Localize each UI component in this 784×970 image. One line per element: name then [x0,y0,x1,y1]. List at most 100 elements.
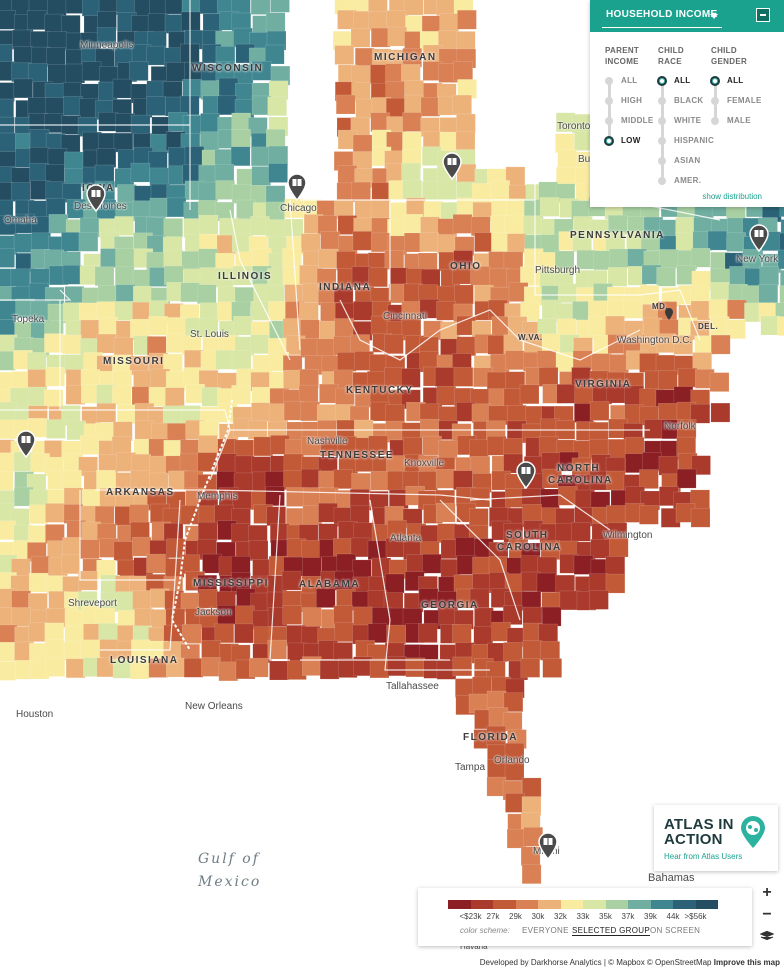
county-cell[interactable] [370,232,391,253]
county-cell[interactable] [519,384,540,405]
county-cell[interactable] [13,78,34,99]
county-cell[interactable] [639,505,659,525]
county-cell[interactable] [504,761,525,781]
county-cell[interactable] [452,94,472,115]
county-cell[interactable] [197,521,218,542]
county-cell[interactable] [384,334,404,354]
show-distribution-link[interactable]: show distribution [702,192,762,201]
county-cell[interactable] [111,385,132,406]
county-cell[interactable] [115,248,135,268]
county-cell[interactable] [505,350,525,370]
scheme-option-on-screen[interactable]: ON SCREEN [650,926,701,935]
county-cell[interactable] [94,266,115,286]
county-cell[interactable] [44,639,65,660]
county-cell[interactable] [760,315,781,336]
county-cell[interactable] [62,265,83,285]
county-cell[interactable] [31,555,51,576]
county-cell[interactable] [352,559,372,580]
county-cell[interactable] [507,233,527,253]
county-cell[interactable] [350,334,370,354]
county-cell[interactable] [609,354,629,374]
county-cell[interactable] [149,455,169,476]
county-cell[interactable] [231,350,252,370]
county-cell[interactable] [98,111,118,132]
county-cell[interactable] [556,166,576,187]
county-cell[interactable] [707,230,728,251]
county-cell[interactable] [334,45,355,65]
county-cell[interactable] [302,557,322,577]
county-cell[interactable] [316,338,337,359]
county-cell[interactable] [282,265,302,286]
county-cell[interactable] [606,505,626,525]
county-cell[interactable] [403,0,424,16]
county-cell[interactable] [114,266,135,287]
county-cell[interactable] [473,625,494,646]
county-cell[interactable] [78,302,99,323]
county-cell[interactable] [439,13,459,33]
county-cell[interactable] [691,455,711,475]
county-cell[interactable] [112,78,133,99]
county-cell[interactable] [11,590,31,611]
county-cell[interactable] [472,556,492,577]
county-cell[interactable] [506,828,527,849]
county-cell[interactable] [179,453,200,474]
county-cell[interactable] [607,267,628,287]
county-cell[interactable] [489,267,509,288]
county-cell[interactable] [198,181,219,202]
county-cell[interactable] [780,269,784,290]
county-cell[interactable] [541,333,562,353]
county-cell[interactable] [710,334,731,355]
improve-map-link[interactable]: Improve this map [713,958,780,967]
story-pin-icon[interactable] [515,461,537,489]
county-cell[interactable] [779,232,784,253]
county-cell[interactable] [352,231,373,251]
county-cell[interactable] [10,268,31,289]
county-cell[interactable] [420,418,440,439]
county-cell[interactable] [232,265,252,286]
county-cell[interactable] [710,281,730,302]
county-cell[interactable] [270,0,290,13]
county-cell[interactable] [780,219,784,239]
county-cell[interactable] [301,626,321,646]
county-cell[interactable] [435,469,456,489]
county-cell[interactable] [455,31,476,51]
county-cell[interactable] [230,146,251,167]
story-pin-icon[interactable] [286,173,308,201]
county-cell[interactable] [250,0,271,15]
county-cell[interactable] [709,372,730,392]
county-cell[interactable] [26,352,47,372]
county-cell[interactable] [573,555,594,575]
county-cell[interactable] [779,197,784,217]
county-cell[interactable] [456,113,476,134]
county-cell[interactable] [605,556,626,576]
county-cell[interactable] [470,456,491,476]
county-cell[interactable] [198,248,218,269]
atlas-in-action-card[interactable]: ATLAS IN ACTION Hear from Atlas Users [654,805,778,871]
county-cell[interactable] [337,165,358,185]
county-cell[interactable] [201,657,221,677]
county-cell[interactable] [78,232,99,252]
county-cell[interactable] [130,162,151,183]
county-cell[interactable] [471,403,492,424]
county-cell[interactable] [64,151,84,172]
county-cell[interactable] [166,62,186,82]
county-cell[interactable] [31,232,51,253]
county-cell[interactable] [486,690,507,711]
county-cell[interactable] [45,657,66,677]
county-cell[interactable] [265,219,285,239]
county-cell[interactable] [676,468,697,489]
county-cell[interactable] [605,315,625,336]
county-cell[interactable] [590,539,610,559]
county-cell[interactable] [334,622,355,642]
county-cell[interactable] [129,504,149,524]
county-cell[interactable] [453,470,473,490]
county-cell[interactable] [268,301,288,321]
county-cell[interactable] [521,777,542,798]
story-pin-icon[interactable] [537,832,559,860]
county-cell[interactable] [486,371,507,392]
county-cell[interactable] [202,13,223,34]
county-cell[interactable] [98,316,118,337]
county-cell[interactable] [694,335,714,355]
county-cell[interactable] [146,336,167,356]
collapse-panel-button[interactable] [756,8,770,22]
